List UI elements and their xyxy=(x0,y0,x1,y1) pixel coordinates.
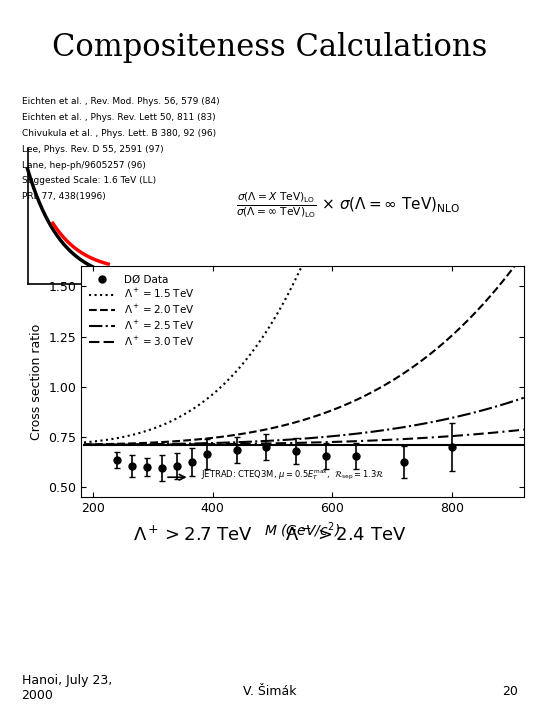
Legend: DØ Data, $\Lambda^+=1.5$ TeV, $\Lambda^+=2.0$ TeV, $\Lambda^+=2.5$ TeV, $\Lambda: DØ Data, $\Lambda^+=1.5$ TeV, $\Lambda^+… xyxy=(86,271,198,351)
Text: Lane, hep-ph/9605257 (96): Lane, hep-ph/9605257 (96) xyxy=(22,161,145,169)
Text: 20: 20 xyxy=(503,685,518,698)
X-axis label: $M$ (GeV/$c^2$): $M$ (GeV/$c^2$) xyxy=(265,521,340,540)
Y-axis label: Cross section ratio: Cross section ratio xyxy=(30,323,43,440)
Text: $\Lambda^+ > 2.7$ TeV      $\Lambda^- > 2.4$ TeV: $\Lambda^+ > 2.7$ TeV $\Lambda^- > 2.4$ … xyxy=(133,525,407,544)
Text: Lee, Phys. Rev. D 55, 2591 (97): Lee, Phys. Rev. D 55, 2591 (97) xyxy=(22,145,163,154)
Text: Hanoi, July 23,
2000: Hanoi, July 23, 2000 xyxy=(22,674,112,702)
Text: Suggested Scale: 1.6 TeV (LL): Suggested Scale: 1.6 TeV (LL) xyxy=(22,176,156,185)
Text: V. Šimák: V. Šimák xyxy=(243,685,297,698)
Text: Eichten et al. , Phys. Rev. Lett 50, 811 (83): Eichten et al. , Phys. Rev. Lett 50, 811… xyxy=(22,113,215,122)
Text: $\frac{\sigma(\Lambda = X\ \mathrm{TeV})_{\mathrm{LO}}}{\sigma(\Lambda = \infty\: $\frac{\sigma(\Lambda = X\ \mathrm{TeV})… xyxy=(236,190,461,220)
Text: Eichten et al. , Rev. Mod. Phys. 56, 579 (84): Eichten et al. , Rev. Mod. Phys. 56, 579… xyxy=(22,97,219,107)
Text: PRL 77, 438(1996): PRL 77, 438(1996) xyxy=(22,192,105,201)
Text: Chivukula et al. , Phys. Lett. B 380, 92 (96): Chivukula et al. , Phys. Lett. B 380, 92… xyxy=(22,129,215,138)
Text: Compositeness Calculations: Compositeness Calculations xyxy=(52,32,488,63)
Text: JETRAD: CTEQ3M, $\mu = 0.5E_T^{\mathrm{max}}$,  $\mathcal{R}_{\mathrm{sep}}=1.3\: JETRAD: CTEQ3M, $\mu = 0.5E_T^{\mathrm{m… xyxy=(200,469,384,482)
